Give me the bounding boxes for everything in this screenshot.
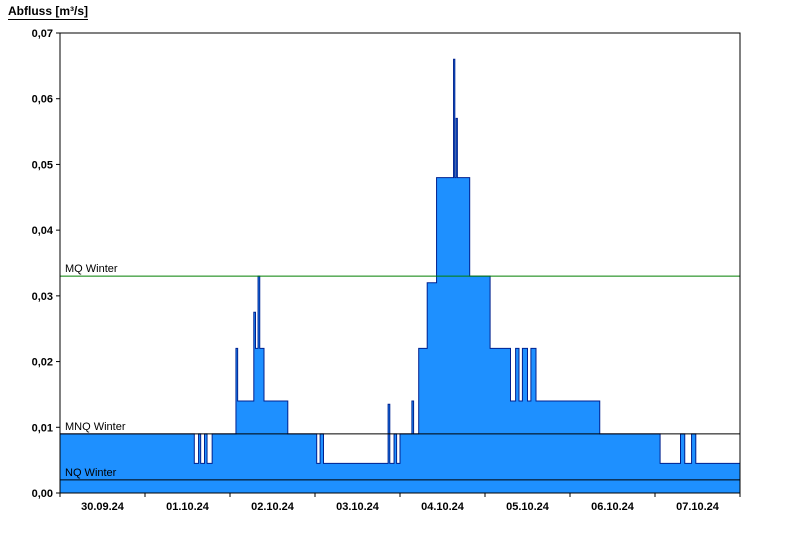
x-tick-label: 06.10.24 (591, 501, 635, 513)
x-tick-label: 02.10.24 (251, 501, 295, 513)
chart-title: Abfluss [m³/s] (8, 4, 89, 20)
discharge-area-fill (60, 59, 740, 493)
threshold-label-mnq-winter: MNQ Winter (65, 421, 126, 433)
y-tick-label: 0,05 (32, 159, 53, 171)
threshold-label-nq-winter: NQ Winter (65, 467, 117, 479)
y-tick-label: 0,06 (32, 94, 53, 106)
x-tick-label: 07.10.24 (676, 501, 720, 513)
x-tick-label: 03.10.24 (336, 501, 380, 513)
plot-frame (59, 32, 741, 494)
discharge-step-line (60, 58, 740, 464)
threshold-label-mq-winter: MQ Winter (65, 263, 118, 275)
x-tick-label: 01.10.24 (166, 501, 210, 513)
y-tick-label: 0,07 (32, 28, 53, 40)
y-tick-label: 0,00 (32, 488, 53, 500)
y-tick-label: 0,04 (32, 225, 54, 237)
y-tick-label: 0,02 (32, 357, 53, 369)
x-tick-label: 04.10.24 (421, 501, 465, 513)
y-tick-label: 0,01 (32, 422, 53, 434)
x-tick-label: 30.09.24 (81, 501, 125, 513)
x-tick-label: 05.10.24 (506, 501, 550, 513)
y-tick-label: 0,03 (32, 291, 53, 303)
